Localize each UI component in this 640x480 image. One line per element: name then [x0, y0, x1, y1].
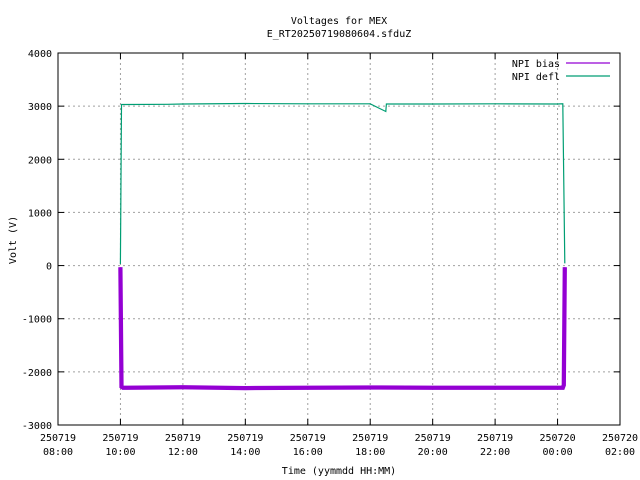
x-tick-label-date: 250719 [477, 433, 513, 444]
x-tick-label-time: 22:00 [480, 447, 510, 458]
y-tick-label: 4000 [28, 49, 52, 60]
legend-label-npi-defl: NPI defl [512, 72, 560, 83]
x-tick-label-date: 250719 [415, 433, 451, 444]
legend: NPI bias NPI defl [512, 59, 610, 83]
y-tick-label: -1000 [22, 315, 52, 326]
y-tick-label: 3000 [28, 102, 52, 113]
y-tick-label: 0 [46, 262, 52, 273]
series-line-npi-defl [119, 102, 566, 265]
x-tick-label-time: 02:00 [605, 447, 635, 458]
x-tick-label-time: 18:00 [355, 447, 385, 458]
x-tick-label-time: 14:00 [230, 447, 260, 458]
y-tick-label: -2000 [22, 368, 52, 379]
axis-ticks: -3000 -2000 -1000 0 1000 2000 3000 4000 250719 08… [22, 49, 638, 458]
chart-subtitle: E_RT20250719080604.sfduZ [267, 29, 412, 40]
plot-frame [57, 52, 621, 426]
x-tick-label-date: 250720 [602, 433, 638, 444]
x-tick-label-time: 12:00 [168, 447, 198, 458]
x-tick-label-time: 16:00 [293, 447, 323, 458]
grid [58, 53, 620, 425]
x-tick-label-date: 250719 [290, 433, 326, 444]
x-tick-label-date: 250720 [539, 433, 575, 444]
chart-title: Voltages for MEX [291, 16, 387, 27]
x-tick-label-time: 00:00 [543, 447, 573, 458]
x-tick-label-time: 10:00 [105, 447, 135, 458]
x-tick-label-date: 250719 [165, 433, 201, 444]
series-band-npi-bias [118, 267, 567, 391]
x-tick-label-time: 08:00 [43, 447, 73, 458]
legend-label-npi-bias: NPI bias [512, 59, 560, 70]
x-tick-label-date: 250719 [227, 433, 263, 444]
x-tick-label-time: 20:00 [418, 447, 448, 458]
x-tick-label-date: 250719 [40, 433, 76, 444]
plot-series [118, 102, 567, 391]
y-tick-label: 1000 [28, 208, 52, 219]
x-tick-label-date: 250719 [352, 433, 388, 444]
x-tick-label-date: 250719 [102, 433, 138, 444]
y-tick-label: -3000 [22, 421, 52, 432]
y-tick-label: 2000 [28, 155, 52, 166]
y-axis-label: Volt (V) [8, 216, 19, 264]
x-axis-label: Time (yymmdd HH:MM) [282, 466, 396, 477]
series-line-npi-bias [119, 267, 566, 389]
